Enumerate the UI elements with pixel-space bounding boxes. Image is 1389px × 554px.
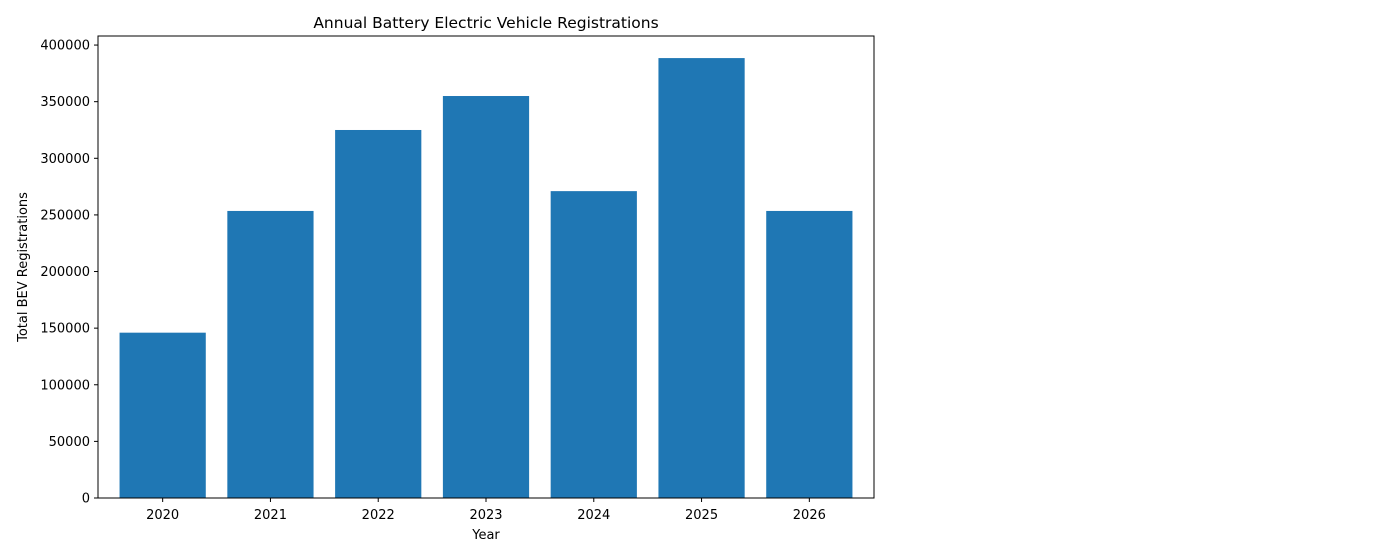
chart-title: Annual Battery Electric Vehicle Registra…: [313, 14, 658, 32]
y-tick-label: 400000: [40, 39, 90, 54]
y-tick-label: 350000: [40, 95, 90, 110]
x-tick-label: 2024: [577, 508, 610, 523]
x-axis: 2020 2021 2022 2023 2024 2025 2026: [146, 498, 826, 523]
bar-2023: [442, 96, 530, 498]
bar-2022: [335, 129, 422, 498]
x-axis-label: Year: [471, 528, 500, 543]
x-tick-label: 2021: [254, 508, 287, 523]
y-axis-label: Total BEV Registrations: [16, 192, 31, 343]
x-tick-label: 2023: [469, 508, 502, 523]
bar-2024: [550, 191, 637, 498]
y-axis: 0 50000 100000 150000 200000 250000 300000 3500…: [40, 39, 98, 507]
bars-group: [119, 58, 853, 499]
y-tick-label: 300000: [40, 152, 90, 167]
y-tick-label: 150000: [40, 322, 90, 337]
x-tick-label: 2022: [362, 508, 395, 523]
bar-2025: [658, 58, 745, 499]
bar-2021: [227, 210, 314, 498]
y-tick-label: 0: [82, 492, 90, 507]
x-tick-label: 2020: [146, 508, 179, 523]
y-tick-label: 100000: [40, 378, 90, 393]
bar-2026: [766, 210, 853, 498]
bar-2020: [119, 332, 206, 498]
y-tick-label: 200000: [40, 265, 90, 280]
x-tick-label: 2025: [685, 508, 718, 523]
y-tick-label: 250000: [40, 208, 90, 223]
x-tick-label: 2026: [793, 508, 826, 523]
y-tick-label: 50000: [49, 435, 90, 450]
